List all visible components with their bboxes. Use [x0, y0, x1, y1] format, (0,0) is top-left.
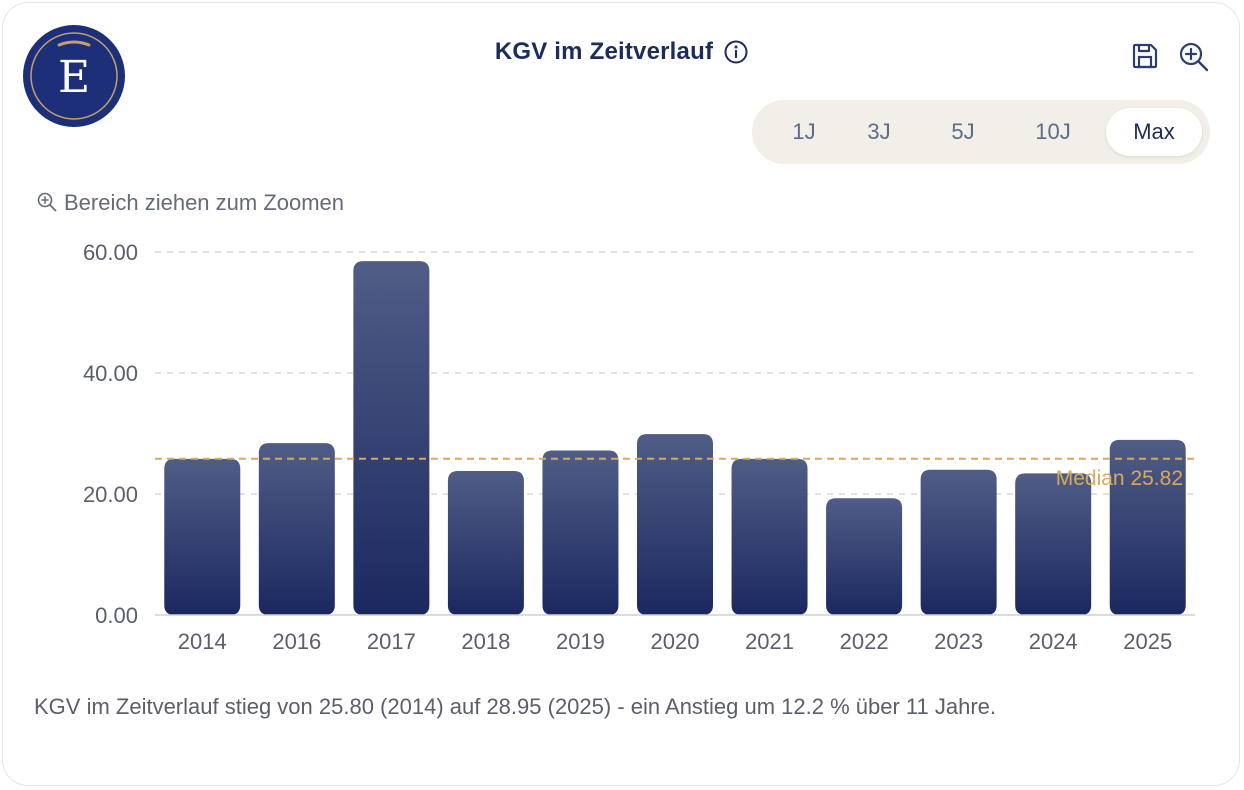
zoom-hint: Bereich ziehen zum Zoomen	[36, 190, 344, 216]
y-tick-label: 20.00	[83, 482, 138, 507]
title-row: KGV im Zeitverlauf	[0, 38, 1244, 66]
y-tick-label: 60.00	[83, 240, 138, 265]
x-tick-label: 2025	[1123, 629, 1172, 654]
bar-2014[interactable]	[164, 458, 241, 615]
info-icon[interactable]	[723, 39, 749, 65]
bar-2025[interactable]	[1109, 439, 1186, 615]
bar-2021[interactable]	[731, 458, 808, 615]
brand-logo: E	[23, 25, 125, 127]
range-5j-button[interactable]: 5J	[951, 119, 975, 144]
range-max-button[interactable]: Max	[1106, 108, 1202, 156]
chart-summary: KGV im Zeitverlauf stieg von 25.80 (2014…	[34, 694, 997, 719]
y-tick-label: 40.00	[83, 361, 138, 386]
save-icon[interactable]	[1129, 40, 1161, 72]
bar-2023[interactable]	[920, 469, 997, 615]
x-tick-label: 2018	[461, 629, 510, 654]
x-tick-label: 2020	[651, 629, 700, 654]
x-tick-label: 2021	[745, 629, 794, 654]
logo-letter: E	[58, 52, 90, 103]
x-tick-label: 2017	[367, 629, 416, 654]
bar-2020[interactable]	[637, 434, 713, 615]
zoom-in-icon[interactable]	[1177, 40, 1211, 74]
x-tick-label: 2024	[1029, 629, 1078, 654]
x-tick-label: 2023	[934, 629, 983, 654]
range-1j-button[interactable]: 1J	[792, 119, 816, 144]
bar-2019[interactable]	[542, 450, 619, 615]
x-tick-label: 2022	[840, 629, 889, 654]
zoom-in-icon	[37, 192, 57, 212]
bar-2017[interactable]	[353, 261, 430, 615]
x-tick-label: 2014	[178, 629, 227, 654]
page-title: KGV im Zeitverlauf	[494, 38, 714, 65]
range-10j-button[interactable]: 10J	[1035, 119, 1071, 144]
x-tick-label: 2016	[272, 629, 321, 654]
bar-2016[interactable]	[258, 443, 335, 615]
bar-2018[interactable]	[447, 471, 524, 615]
range-3j-button[interactable]: 3J	[867, 119, 891, 144]
bar-2024[interactable]	[1015, 473, 1092, 615]
bar-2022[interactable]	[826, 498, 903, 615]
x-tick-label: 2019	[556, 629, 605, 654]
y-tick-label: 0.00	[95, 603, 138, 628]
time-range-selector: 1J 3J 5J 10J Max	[752, 100, 1210, 164]
zoom-hint-text: Bereich ziehen zum Zoomen	[64, 190, 345, 215]
median-label: Median 25.82	[1056, 467, 1183, 490]
kgv-bar-chart[interactable]: Median 25.82 0.00 20.00 40.00 60.00 2014 2016…	[0, 230, 1244, 670]
